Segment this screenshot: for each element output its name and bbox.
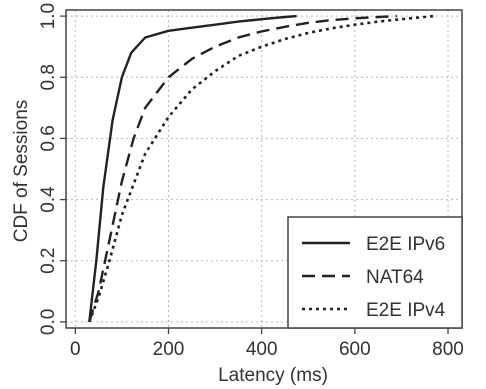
series-line-nat64 xyxy=(88,14,397,323)
x-tick-label: 800 xyxy=(432,339,464,360)
y-axis-ticks: 0.0 0.2 0.4 0.6 0.8 1.0 xyxy=(38,3,66,335)
legend-label-e2e-ipv4: E2E IPv4 xyxy=(366,300,446,321)
legend: E2E IPv6 NAT64 E2E IPv4 xyxy=(287,216,463,329)
series-line-e2e-ipv4 xyxy=(88,14,435,323)
legend-label-e2e-ipv6: E2E IPv6 xyxy=(366,234,445,255)
y-tick-label: 0.4 xyxy=(38,186,59,213)
legend-label-nat64: NAT64 xyxy=(366,267,424,288)
plot-frame xyxy=(65,9,463,329)
x-tick-label: 0 xyxy=(70,339,81,360)
y-tick-label: 0.0 xyxy=(38,309,59,335)
y-tick-label: 0.8 xyxy=(38,64,59,90)
series-line-e2e-ipv6 xyxy=(88,14,297,323)
x-axis-ticks: 0 200 400 600 800 xyxy=(70,328,464,360)
y-axis-title: CDF of Sessions xyxy=(11,100,32,243)
y-tick-label: 1.0 xyxy=(38,3,59,29)
x-tick-label: 600 xyxy=(339,339,371,360)
series-lines xyxy=(88,14,435,323)
y-tick-label: 0.6 xyxy=(38,125,59,151)
x-axis-title: Latency (ms) xyxy=(218,365,328,386)
x-tick-label: 200 xyxy=(153,339,185,360)
y-tick-label: 0.2 xyxy=(38,248,59,274)
x-tick-label: 400 xyxy=(246,339,278,360)
